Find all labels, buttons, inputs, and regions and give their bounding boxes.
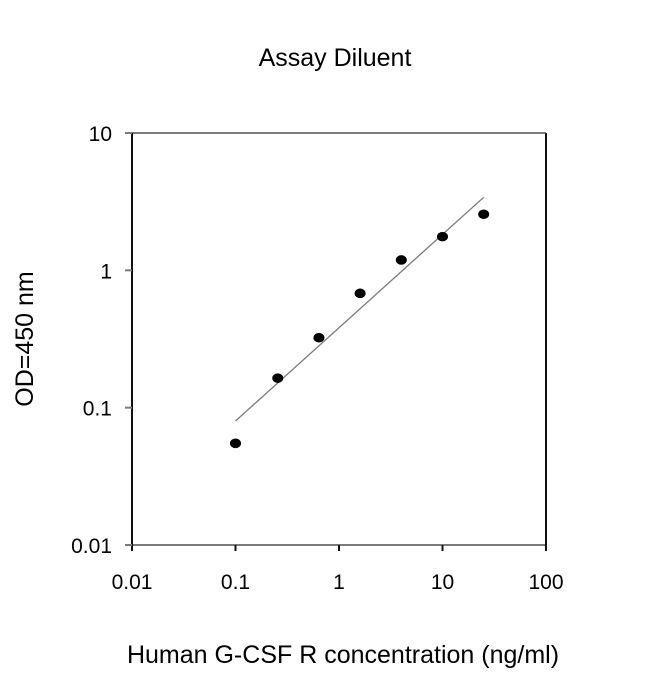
- x-tick-label: 1: [333, 571, 345, 594]
- data-point: [354, 288, 366, 299]
- data-point: [313, 332, 325, 343]
- data-points: [230, 209, 490, 449]
- x-tick-label: 10: [431, 571, 454, 594]
- x-axis-label: Human G-CSF R concentration (ng/ml): [127, 641, 559, 669]
- y-tick-label: 1: [100, 260, 112, 283]
- x-tick-label: 100: [528, 571, 563, 594]
- regression-line: [235, 196, 485, 422]
- fit-line-path: [235, 196, 485, 422]
- y-tick-label: 10: [89, 123, 112, 146]
- x-tick-label: 0.1: [221, 571, 250, 594]
- data-point: [478, 209, 490, 220]
- y-axis-label: OD=450 nm: [11, 271, 39, 407]
- y-tick-label: 0.1: [83, 398, 112, 421]
- data-point: [272, 373, 284, 383]
- data-point: [230, 438, 241, 449]
- chart-title: Assay Diluent: [259, 44, 412, 72]
- y-tick-label: 0.01: [71, 535, 112, 558]
- y-axis-ticks: 0.01 0.1 1 10: [71, 123, 132, 558]
- x-tick-label: 0.01: [112, 571, 153, 594]
- plot-frame: [131, 132, 547, 551]
- x-axis-ticks: 0.01 0.1 1 10 100: [112, 545, 564, 594]
- data-point: [437, 231, 448, 242]
- data-point: [395, 255, 407, 265]
